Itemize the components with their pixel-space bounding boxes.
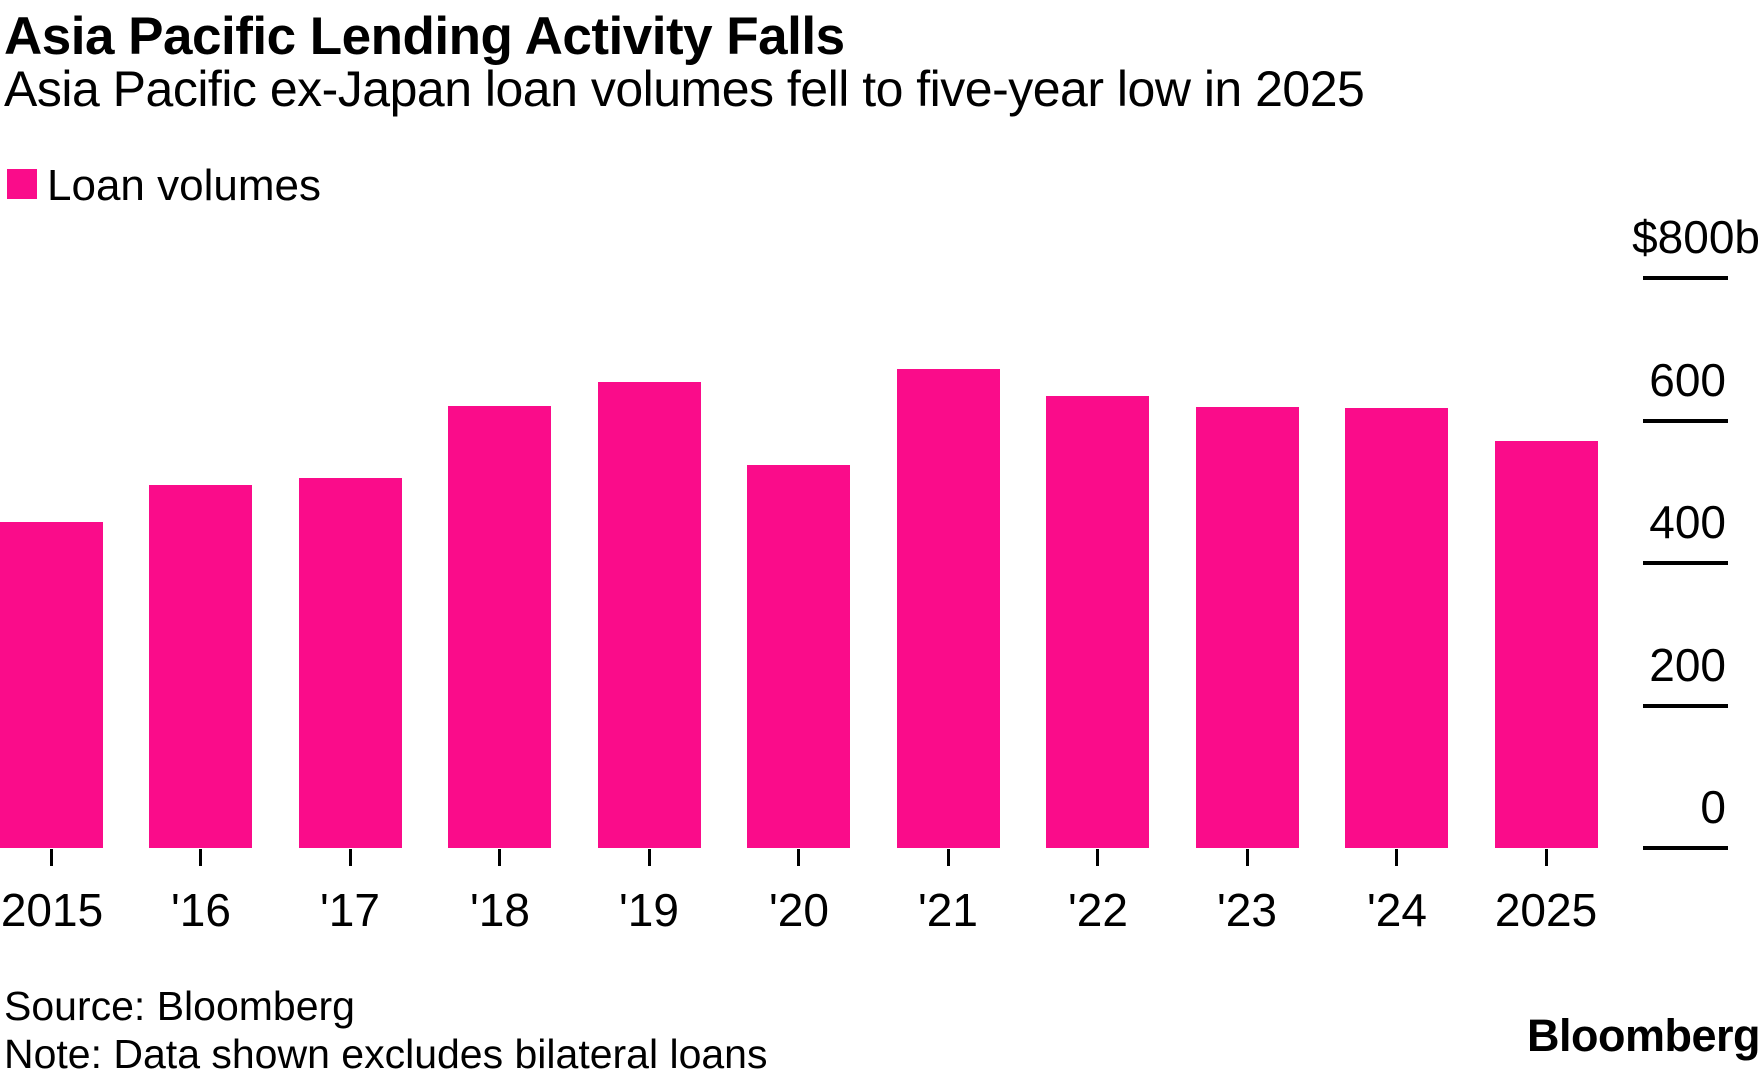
x-axis-label: '17 xyxy=(320,884,380,936)
y-axis-tick-line xyxy=(1643,276,1728,280)
bar-19 xyxy=(598,382,701,848)
x-axis-label: '21 xyxy=(918,884,978,936)
y-axis-tick-line xyxy=(1643,704,1728,708)
y-axis-tick-line xyxy=(1643,561,1728,565)
x-axis-tick xyxy=(797,849,800,866)
x-axis-tick xyxy=(199,849,202,866)
x-axis-tick xyxy=(1395,849,1398,866)
bar-23 xyxy=(1196,407,1299,848)
bar-18 xyxy=(448,406,551,848)
note-line: Note: Data shown excludes bilateral loan… xyxy=(4,1031,768,1071)
chart-title: Asia Pacific Lending Activity Falls xyxy=(4,7,845,66)
chart-subtitle: Asia Pacific ex-Japan loan volumes fell … xyxy=(4,61,1365,117)
y-axis-label: 600 xyxy=(1649,354,1726,406)
bar-21 xyxy=(897,369,1000,848)
x-axis-label: '19 xyxy=(619,884,679,936)
x-axis-label: '16 xyxy=(171,884,231,936)
x-axis-tick xyxy=(50,849,53,866)
x-axis-label: '24 xyxy=(1367,884,1427,936)
x-axis-tick xyxy=(498,849,501,866)
y-axis-label: $800b xyxy=(1632,211,1760,263)
bar-24 xyxy=(1345,408,1448,848)
y-axis-tick-line xyxy=(1643,419,1728,423)
x-axis-tick xyxy=(1096,849,1099,866)
x-axis-tick xyxy=(947,849,950,866)
bar-2025 xyxy=(1495,441,1598,848)
y-axis-label: 0 xyxy=(1700,781,1726,833)
x-axis-label: 2015 xyxy=(0,884,104,936)
x-axis-tick xyxy=(1545,849,1548,866)
x-axis-label: '20 xyxy=(769,884,829,936)
bar-17 xyxy=(299,478,402,848)
x-axis-label: '23 xyxy=(1217,884,1277,936)
y-axis-label: 400 xyxy=(1649,496,1726,548)
bar-2015 xyxy=(0,522,103,848)
x-axis-tick xyxy=(648,849,651,866)
legend-swatch-icon xyxy=(7,169,37,199)
bar-20 xyxy=(747,465,850,848)
y-axis-tick-line xyxy=(1643,846,1728,850)
legend-label: Loan volumes xyxy=(47,161,321,210)
bar-22 xyxy=(1046,396,1149,848)
x-axis-tick xyxy=(1246,849,1249,866)
x-axis-tick xyxy=(349,849,352,866)
x-axis-label: '22 xyxy=(1068,884,1128,936)
x-axis-label: '18 xyxy=(470,884,530,936)
bar-16 xyxy=(149,485,252,848)
x-axis-label: 2025 xyxy=(1494,884,1598,936)
y-axis-label: 200 xyxy=(1649,639,1726,691)
source-line: Source: Bloomberg xyxy=(4,983,355,1029)
bloomberg-logo: Bloomberg xyxy=(1526,1010,1761,1061)
